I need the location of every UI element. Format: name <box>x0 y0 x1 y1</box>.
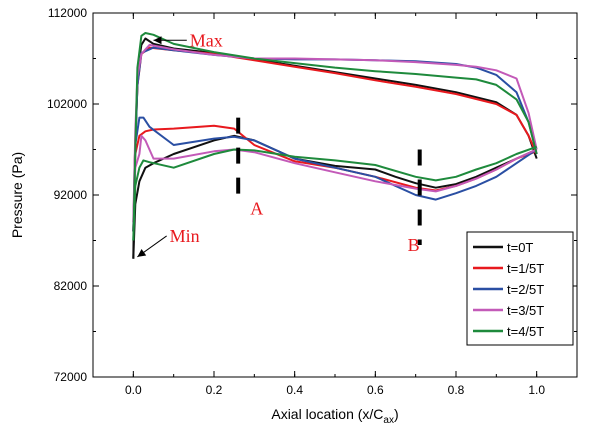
x-tick-label: 0.8 <box>448 383 465 397</box>
series-line-lower <box>132 134 538 223</box>
arrow-head <box>137 248 147 257</box>
legend-label: t=1/5T <box>507 261 544 276</box>
x-tick-label: 1.0 <box>528 383 545 397</box>
y-tick-label: 92000 <box>54 188 88 202</box>
legend-label: t=4/5T <box>507 324 544 339</box>
series-group <box>132 32 538 259</box>
axes: 0.0 0.2 0.4 0.6 0.8 1.0 72000 82000 92000 102000 1… <box>47 6 578 397</box>
y-axis-title: Pressure (Pa) <box>9 152 25 238</box>
series-line-upper <box>132 46 538 232</box>
legend-label: t=0T <box>507 240 533 255</box>
x-axis-title: Axial location (x/Cax) <box>271 406 398 426</box>
annotation-label: A <box>250 199 263 219</box>
series-line-lower <box>132 116 538 232</box>
series-line-upper <box>132 43 538 223</box>
series-line-lower <box>132 145 538 241</box>
series-line-upper <box>132 32 538 241</box>
y-tick-label: 112000 <box>48 6 87 20</box>
x-tick-label: 0.0 <box>125 383 142 397</box>
arrow-head <box>153 36 162 45</box>
legend-label: t=2/5T <box>507 282 544 297</box>
section-markers <box>236 117 422 246</box>
y-tick-label: 82000 <box>54 279 88 293</box>
legend-label: t=3/5T <box>507 303 544 318</box>
annotations: Max Min A B <box>137 30 420 258</box>
annotation-label: Max <box>190 30 223 50</box>
annotation-label: B <box>408 235 420 255</box>
y-tick-label: 72000 <box>54 370 88 384</box>
x-tick-label: 0.4 <box>286 383 303 397</box>
x-tick-label: 0.6 <box>367 383 384 397</box>
series-line-upper <box>132 46 538 232</box>
annotation-label: Min <box>170 226 200 246</box>
x-tick-label: 0.2 <box>206 383 223 397</box>
y-tick-label: 102000 <box>47 97 87 111</box>
legend: t=0T t=1/5T t=2/5T t=3/5T t=4/5T <box>466 231 574 346</box>
